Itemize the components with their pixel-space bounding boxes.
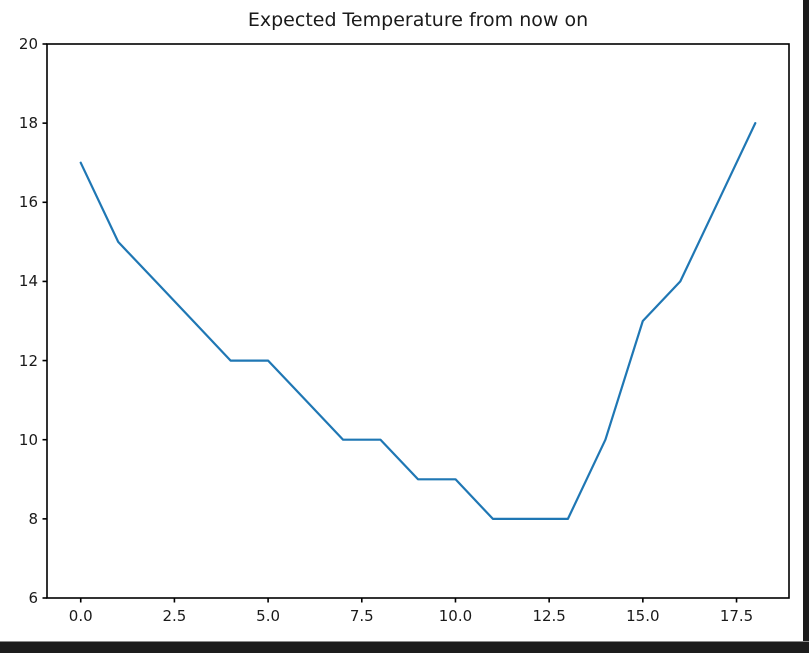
temperature-line — [79, 121, 757, 521]
y-tick-label: 12 — [18, 351, 38, 370]
x-tick-label: 15.0 — [626, 607, 660, 625]
y-tick-label: 18 — [18, 114, 38, 133]
y-tick-label: 20 — [18, 35, 38, 53]
window-border-bottom — [0, 641, 809, 653]
x-tick-label: 5.0 — [256, 607, 281, 625]
x-tick-label: 12.5 — [532, 607, 566, 625]
x-tick-label: 7.5 — [349, 607, 374, 625]
x-tick-label: 17.5 — [719, 607, 754, 625]
x-tick-label: 2.5 — [162, 607, 187, 625]
y-tick-label: 16 — [18, 193, 38, 212]
axes-spines — [46, 43, 790, 599]
window-border-right — [803, 0, 809, 653]
y-tick-label: 8 — [28, 509, 38, 528]
y-tick-label: 14 — [18, 272, 38, 291]
y-tick-label: 10 — [18, 430, 38, 449]
chart-title: Expected Temperature from now on — [247, 9, 589, 31]
x-tick-label: 0.0 — [68, 607, 93, 625]
y-tick-label: 6 — [28, 589, 38, 607]
x-tick-label: 10.0 — [438, 607, 473, 625]
